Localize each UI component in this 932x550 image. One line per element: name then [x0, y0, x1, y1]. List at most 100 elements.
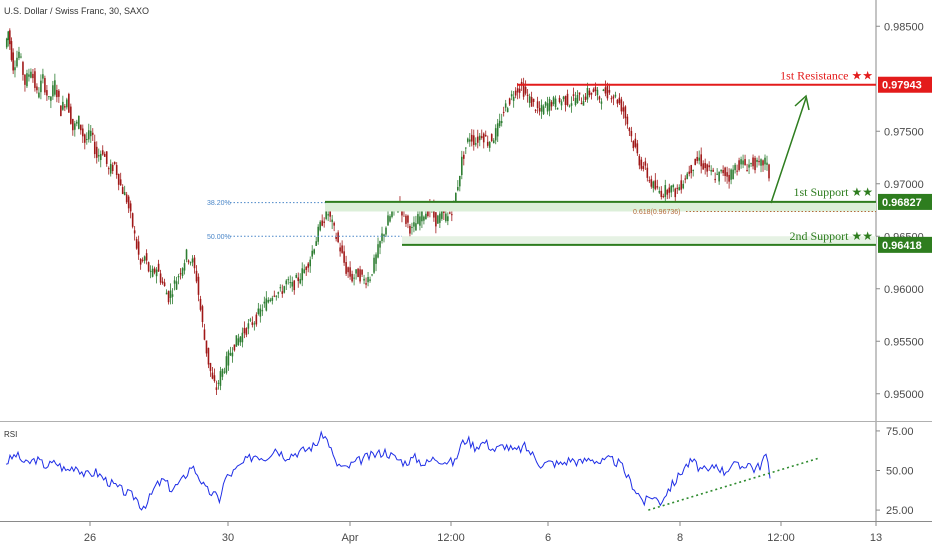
candle-body — [754, 157, 756, 171]
candle-body — [50, 96, 52, 101]
candle-body — [7, 31, 10, 41]
candle-body — [492, 140, 495, 144]
candle-body — [532, 98, 535, 103]
candle-body — [658, 191, 661, 193]
candle-body — [459, 175, 461, 187]
candle-body — [353, 277, 355, 279]
candle-body — [48, 96, 50, 98]
candle-body — [157, 263, 160, 272]
candle-body — [714, 178, 716, 181]
candle-body — [325, 210, 327, 219]
candle-body — [548, 99, 551, 111]
candle-body — [229, 353, 232, 356]
candle-body — [616, 99, 619, 104]
candle-body — [684, 178, 687, 180]
candle-body — [44, 78, 46, 93]
candle-body — [524, 86, 527, 94]
candle-body — [486, 141, 489, 146]
candle-body — [357, 268, 359, 278]
candle-body — [269, 299, 272, 302]
candle-body — [40, 80, 42, 93]
candle-body — [419, 216, 421, 226]
candle-body — [74, 123, 76, 130]
candle-body — [540, 104, 543, 112]
candle-body — [768, 164, 770, 179]
candle-body — [145, 253, 148, 261]
candle-body — [578, 92, 581, 95]
candle-body — [187, 260, 190, 263]
candle-body — [159, 273, 162, 283]
candle-body — [646, 167, 649, 178]
support-2-label: 2nd Support ★★ — [789, 229, 873, 243]
candle-body — [586, 87, 589, 100]
candle-body — [281, 291, 284, 294]
candle-body — [538, 107, 541, 112]
candle-body — [696, 156, 698, 161]
candle-body — [562, 96, 565, 100]
candle-body — [570, 103, 573, 106]
candle-body — [169, 290, 172, 299]
candle-body — [32, 73, 34, 79]
candle-body — [301, 268, 304, 281]
price-tick-label: 0.95500 — [884, 336, 924, 348]
candle-body — [233, 344, 236, 351]
price-tick-label: 0.97500 — [884, 126, 924, 138]
candle-body — [648, 180, 651, 182]
candle-body — [241, 332, 244, 343]
candle-body — [299, 279, 302, 284]
candle-body — [239, 336, 242, 343]
rsi-title: RSI — [4, 430, 17, 439]
candle-body — [123, 192, 126, 196]
candle-body — [64, 106, 66, 108]
candle-body — [474, 143, 477, 145]
candle-body — [181, 268, 184, 276]
candle-body — [267, 299, 270, 303]
candle-body — [147, 262, 150, 272]
candle-body — [482, 133, 485, 143]
candle-body — [564, 95, 567, 106]
candle-body — [95, 146, 98, 158]
candle-body — [295, 274, 298, 278]
candle-body — [552, 97, 555, 105]
price-axis: 0.985000.975000.970000.965000.960000.955… — [876, 21, 932, 401]
candle-body — [193, 257, 196, 269]
price-candles — [5, 28, 770, 396]
candle-body — [528, 96, 531, 103]
rsi-pane: 75.00 50.00 25.00 — [5, 426, 914, 517]
candle-body — [26, 73, 28, 87]
candle-body — [668, 187, 671, 193]
candle-body — [662, 196, 665, 198]
support-zone-2 — [402, 236, 876, 245]
candle-body — [466, 138, 469, 142]
candle-body — [720, 169, 722, 172]
candle-body — [66, 99, 68, 108]
candle-body — [409, 225, 411, 234]
candle-body — [512, 96, 515, 101]
candle-body — [608, 90, 611, 93]
candle-body — [217, 382, 220, 384]
candle-body — [526, 94, 529, 96]
candle-body — [472, 135, 475, 145]
candle-body — [105, 151, 108, 164]
candle-body — [530, 97, 533, 107]
candle-body — [584, 96, 587, 100]
candle-body — [87, 130, 90, 140]
candle-body — [297, 277, 300, 282]
candle-body — [506, 108, 509, 113]
candle-body — [738, 160, 740, 171]
candle-body — [349, 267, 351, 277]
candle-body — [30, 71, 32, 78]
candle-body — [163, 282, 166, 287]
candle-body — [171, 294, 174, 297]
resistance-label: 1st Resistance ★★ — [780, 69, 873, 83]
candle-body — [439, 213, 441, 223]
support-1-tag-label: 0.96827 — [882, 197, 922, 209]
candle-body — [22, 62, 24, 75]
candle-body — [333, 222, 335, 226]
candle-body — [612, 96, 615, 99]
candle-body — [81, 128, 84, 137]
candle-body — [131, 213, 134, 227]
candle-body — [644, 161, 647, 166]
candle-body — [716, 173, 718, 175]
